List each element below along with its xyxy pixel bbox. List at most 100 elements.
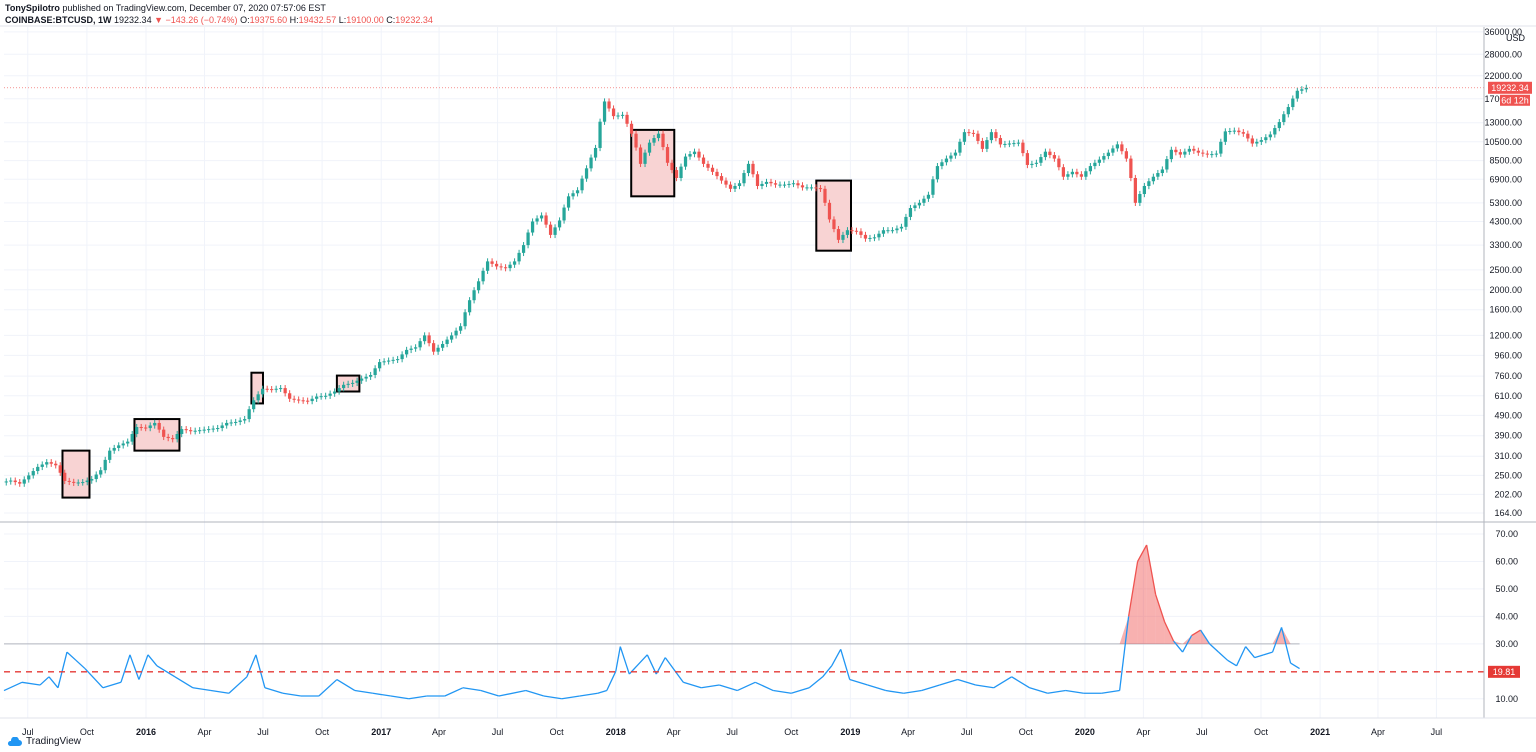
candle-body	[1210, 154, 1214, 156]
candle-body	[971, 132, 976, 134]
candle-body	[1187, 148, 1191, 152]
volatility-segment	[408, 695, 427, 700]
candle-body	[908, 208, 913, 217]
time-label: 2018	[606, 727, 626, 737]
price-axis[interactable]: 36000.0028000.0022000.0017000.0013000.00…	[1484, 27, 1525, 518]
candle-body	[310, 398, 314, 402]
time-axis[interactable]: Jul Oct 2016 Apr Jul Oct 2017 Apr Jul Oct 2018 Apr J…	[22, 727, 1442, 737]
cloud-icon	[7, 736, 22, 746]
candle-body	[274, 388, 278, 390]
volatility-segment	[66, 651, 77, 661]
candle-body	[580, 178, 584, 191]
candle-body	[22, 479, 26, 484]
time-label: 2016	[136, 727, 156, 737]
candle-body	[589, 157, 593, 169]
volatility-segment	[138, 654, 149, 680]
volatility-segment	[354, 689, 373, 694]
candle-body	[967, 132, 971, 134]
candle-body	[94, 474, 98, 480]
volatility-segment	[1227, 659, 1237, 667]
volatility-segment	[993, 676, 1012, 689]
volatility-segment	[1290, 662, 1300, 670]
volatility-indicator[interactable]	[3, 544, 1484, 700]
volatility-segment	[102, 681, 122, 689]
candle-body	[1214, 153, 1218, 155]
candle-body	[1192, 148, 1196, 151]
candle-body	[854, 230, 859, 232]
candle-body	[1237, 130, 1241, 133]
price-tick: 250.00	[1494, 470, 1522, 480]
chart-frame	[0, 25, 1536, 719]
candle-body	[1304, 87, 1308, 90]
candle-body	[9, 480, 13, 482]
volatility-segment	[561, 695, 580, 700]
candle-body	[697, 151, 701, 158]
candle-body	[517, 252, 521, 262]
candle-body	[112, 447, 116, 451]
candle-body	[234, 421, 238, 423]
time-label: Oct	[550, 727, 565, 737]
volatility-segment	[120, 654, 131, 683]
volatility-segment	[831, 649, 842, 667]
candle-body	[162, 429, 166, 437]
candle-body	[1160, 169, 1164, 174]
candle-body	[818, 188, 823, 190]
band-fill	[1281, 627, 1291, 644]
candle-body	[674, 170, 679, 178]
candle-body	[1088, 166, 1093, 172]
candle-body	[791, 183, 796, 185]
tradingview-logo[interactable]: TradingView	[6, 736, 81, 747]
candle-body	[1295, 90, 1299, 99]
candle-body	[989, 132, 994, 141]
candle-body	[787, 183, 791, 185]
candle-body	[400, 354, 404, 360]
candle-body	[229, 422, 233, 424]
candle-body	[1142, 185, 1146, 195]
candle-body	[252, 400, 256, 410]
candle-body	[629, 123, 634, 134]
candle-body	[135, 427, 139, 435]
volatility-segment	[39, 676, 50, 686]
price-candles[interactable]	[4, 84, 1308, 487]
candle-body	[458, 326, 463, 331]
candle-body	[130, 434, 134, 442]
time-label: Oct	[80, 727, 95, 737]
volatility-segment	[921, 684, 940, 692]
candle-body	[364, 376, 368, 379]
candle-body	[485, 261, 490, 271]
symbol-legend: COINBASE:BTCUSD, 1W 19232.34 ▼ −143.26 (…	[5, 15, 433, 25]
candle-body	[1273, 128, 1277, 135]
volatility-segment	[480, 689, 500, 697]
published-text: published on TradingView.com, December 0…	[62, 3, 326, 13]
indicator-axis[interactable]: 70.00 60.00 50.00 40.00 30.00 10.00	[1495, 529, 1518, 704]
volatility-segment	[75, 659, 86, 670]
candle-body	[553, 227, 557, 235]
threshold-tag-bg	[1488, 665, 1520, 678]
last-price-tag-bg	[1488, 81, 1532, 94]
open-label: O:	[240, 15, 250, 25]
candle-body	[404, 349, 409, 355]
last-price-tag: 19232.34	[1491, 83, 1529, 93]
volatility-segment	[903, 689, 922, 694]
volatility-segment	[885, 689, 904, 694]
candle-body	[373, 368, 377, 376]
candle-body	[922, 198, 926, 203]
low-value: 19100.00	[346, 15, 384, 25]
candle-body	[1196, 150, 1200, 153]
candle-body	[1223, 131, 1227, 142]
time-label: Apr	[1371, 727, 1385, 737]
currency-label: USD	[1506, 33, 1526, 43]
indicator-tick: 70.00	[1495, 529, 1518, 539]
candle-body	[180, 429, 184, 435]
candle-body	[40, 464, 44, 467]
candle-body	[1061, 167, 1066, 177]
volatility-segment	[597, 689, 607, 694]
symbol-label[interactable]: COINBASE:BTCUSD, 1W	[5, 15, 112, 25]
candle-body	[328, 393, 332, 396]
volatility-segment	[21, 681, 41, 686]
candle-body	[733, 185, 737, 189]
volatility-segment	[1047, 689, 1066, 694]
time-label: 2021	[1310, 727, 1330, 737]
candle-body	[899, 226, 904, 229]
